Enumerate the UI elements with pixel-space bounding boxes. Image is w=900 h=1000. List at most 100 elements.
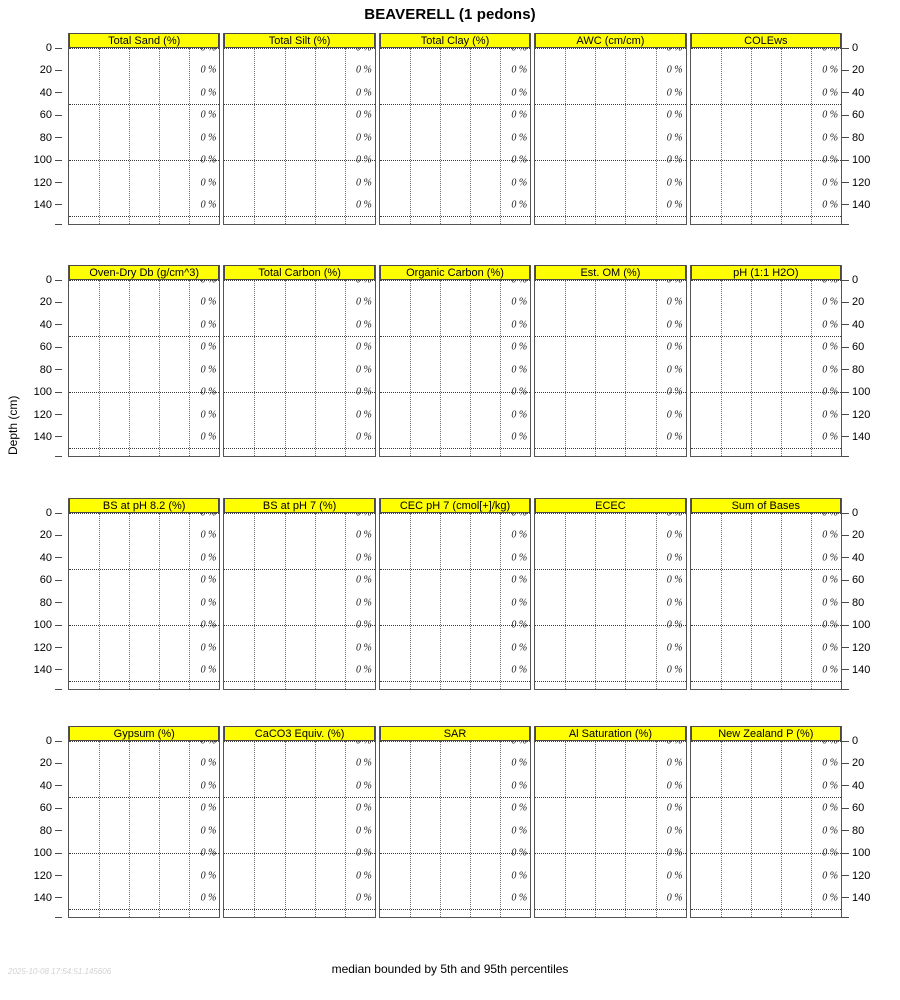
property-panel[interactable]: Oven-Dry Db (g/cm^3) 0 % 0 % 0 % 0 % 0 % 0 % 0 … — [68, 265, 221, 457]
property-panel[interactable]: Est. OM (%) 0 % 0 % 0 % 0 % 0 % 0 % 0 % 0 % — [534, 265, 687, 457]
value-annotation: 0 % — [822, 319, 839, 331]
panel-header[interactable]: Oven-Dry Db (g/cm^3) — [69, 265, 220, 280]
panel-header[interactable]: Total Clay (%) — [379, 33, 531, 48]
property-panel[interactable]: BS at pH 8.2 (%) 0 % 0 % 0 % 0 % 0 % 0 % 0 % 0 % — [68, 498, 221, 690]
horizontal-gridline — [379, 336, 531, 338]
axis-tick-mark — [55, 114, 62, 116]
axis-tick-label: 60 — [852, 802, 865, 815]
axis-tick-label: 20 — [39, 757, 52, 770]
axis-tick-mark — [55, 324, 62, 326]
horizontal-gridline — [69, 741, 220, 742]
property-panel[interactable]: AWC (cm/cm) 0 % 0 % 0 % 0 % 0 % 0 % 0 % 0 % — [534, 33, 687, 225]
value-annotation: 0 % — [511, 825, 528, 837]
property-panel[interactable]: Gypsum (%) 0 % 0 % 0 % 0 % 0 % 0 % 0 % 0 % — [68, 726, 221, 918]
property-panel[interactable]: Total Silt (%) 0 % 0 % 0 % 0 % 0 % 0 % 0 % 0 % — [223, 33, 376, 225]
property-panel[interactable]: SAR 0 % 0 % 0 % 0 % 0 % 0 % 0 % 0 % — [378, 726, 532, 918]
property-panel[interactable]: New Zealand P (%) 0 % 0 % 0 % 0 % 0 % 0 % 0 % 0 … — [689, 726, 843, 918]
property-panel[interactable]: CEC pH 7 (cmol[+]/kg) 0 % 0 % 0 % 0 % 0 % 0 % 0… — [378, 498, 532, 690]
axis-tick-label: 100 — [852, 847, 871, 860]
value-annotation: 0 % — [200, 48, 217, 54]
panel-header[interactable]: Total Silt (%) — [224, 33, 375, 48]
property-panel[interactable]: COLEws 0 % 0 % 0 % 0 % 0 % 0 % 0 % 0 % — [689, 33, 843, 225]
panel-header[interactable]: Sum of Bases — [690, 498, 842, 513]
value-annotation: 0 % — [200, 409, 217, 421]
value-annotation: 0 % — [666, 892, 683, 904]
horizontal-gridline — [379, 216, 531, 218]
value-annotation: 0 % — [200, 64, 217, 76]
property-panel[interactable]: Total Carbon (%) 0 % 0 % 0 % 0 % 0 % 0 % 0 % 0 % — [223, 265, 376, 457]
panel-header[interactable]: Est. OM (%) — [535, 265, 686, 280]
panel-header[interactable]: Total Carbon (%) — [224, 265, 375, 280]
value-annotation: 0 % — [511, 802, 528, 814]
panel-header[interactable]: Al Saturation (%) — [535, 726, 686, 741]
depth-axis-left: 0 20 40 60 80 100 120 140 — [0, 507, 62, 690]
panel-header[interactable]: Organic Carbon (%) — [379, 265, 531, 280]
panel-plot-area: 0 % 0 % 0 % 0 % 0 % 0 % 0 % 0 % — [690, 513, 842, 689]
panel-header[interactable]: Gypsum (%) — [69, 726, 220, 741]
vertical-gridline — [129, 741, 131, 917]
value-annotation: 0 % — [355, 513, 372, 519]
property-panel[interactable]: ECEC 0 % 0 % 0 % 0 % 0 % 0 % 0 % 0 % — [534, 498, 687, 690]
horizontal-gridline — [379, 797, 531, 799]
axis-tick-label: 60 — [39, 574, 52, 587]
vertical-gridline — [409, 513, 411, 689]
axis-tick-mark — [842, 669, 849, 671]
value-annotation: 0 % — [666, 574, 683, 586]
axis-tick-label: 120 — [852, 641, 871, 654]
panel-header[interactable]: SAR — [379, 726, 531, 741]
vertical-gridline — [810, 280, 812, 456]
panel-header[interactable]: New Zealand P (%) — [690, 726, 842, 741]
horizontal-gridline — [690, 216, 842, 218]
vertical-gridline — [595, 48, 597, 224]
property-panel[interactable]: pH (1:1 H2O) 0 % 0 % 0 % 0 % 0 % 0 % 0 % 0 % — [689, 265, 843, 457]
value-annotation: 0 % — [666, 847, 683, 859]
panel-header[interactable]: CEC pH 7 (cmol[+]/kg) — [379, 498, 531, 513]
property-panel[interactable]: CaCO3 Equiv. (%) 0 % 0 % 0 % 0 % 0 % 0 % 0 % 0 % — [223, 726, 376, 918]
vertical-gridline — [625, 513, 627, 689]
panel-header[interactable]: pH (1:1 H2O) — [690, 265, 842, 280]
axis-tick-mark — [55, 369, 62, 371]
vertical-gridline — [565, 741, 567, 917]
value-annotation: 0 % — [511, 199, 528, 211]
vertical-gridline — [720, 741, 722, 917]
horizontal-gridline — [224, 48, 375, 49]
axis-tick-mark — [842, 47, 849, 49]
property-panel[interactable]: Al Saturation (%) 0 % 0 % 0 % 0 % 0 % 0 % 0 % 0 … — [534, 726, 687, 918]
value-annotation: 0 % — [666, 552, 683, 564]
axis-tick-mark — [842, 346, 849, 348]
property-panel[interactable]: Organic Carbon (%) 0 % 0 % 0 % 0 % 0 % 0 % 0 % 0… — [378, 265, 532, 457]
value-annotation: 0 % — [511, 574, 528, 586]
property-panel[interactable]: Total Clay (%) 0 % 0 % 0 % 0 % 0 % 0 % 0 % 0 % — [378, 33, 532, 225]
panel-header[interactable]: COLEws — [690, 33, 842, 48]
panel-header[interactable]: AWC (cm/cm) — [535, 33, 686, 48]
panel-header[interactable]: BS at pH 7 (%) — [224, 498, 375, 513]
value-annotation: 0 % — [666, 802, 683, 814]
vertical-gridline — [254, 741, 256, 917]
value-annotation: 0 % — [666, 48, 683, 54]
value-annotation: 0 % — [666, 64, 683, 76]
horizontal-gridline — [535, 448, 686, 450]
horizontal-gridline — [69, 48, 220, 49]
horizontal-gridline — [224, 160, 375, 162]
panel-header[interactable]: Total Sand (%) — [69, 33, 220, 48]
depth-axis-right: 0 20 40 60 80 100 120 140 — [842, 735, 900, 918]
axis-tick-label: 20 — [39, 296, 52, 309]
panel-plot-area: 0 % 0 % 0 % 0 % 0 % 0 % 0 % 0 % — [69, 741, 220, 917]
property-panel[interactable]: BS at pH 7 (%) 0 % 0 % 0 % 0 % 0 % 0 % 0 % 0 % — [223, 498, 376, 690]
panel-header[interactable]: BS at pH 8.2 (%) — [69, 498, 220, 513]
axis-tick-label: 0 — [45, 507, 52, 519]
vertical-gridline — [189, 513, 191, 689]
panel-header[interactable]: CaCO3 Equiv. (%) — [224, 726, 375, 741]
axis-tick-mark — [842, 137, 849, 139]
horizontal-gridline — [535, 48, 686, 49]
property-panel[interactable]: Sum of Bases 0 % 0 % 0 % 0 % 0 % 0 % 0 % 0 % — [689, 498, 843, 690]
axis-tick-label: 40 — [852, 318, 865, 331]
value-annotation: 0 % — [355, 802, 372, 814]
axis-tick-mark — [842, 624, 849, 626]
axis-tick-mark — [842, 647, 849, 649]
value-annotation: 0 % — [511, 48, 528, 54]
axis-tick-label: 40 — [39, 318, 52, 331]
value-annotation: 0 % — [822, 780, 839, 792]
panel-header[interactable]: ECEC — [535, 498, 686, 513]
property-panel[interactable]: Total Sand (%) 0 % 0 % 0 % 0 % 0 % 0 % 0 % 0 % — [68, 33, 221, 225]
